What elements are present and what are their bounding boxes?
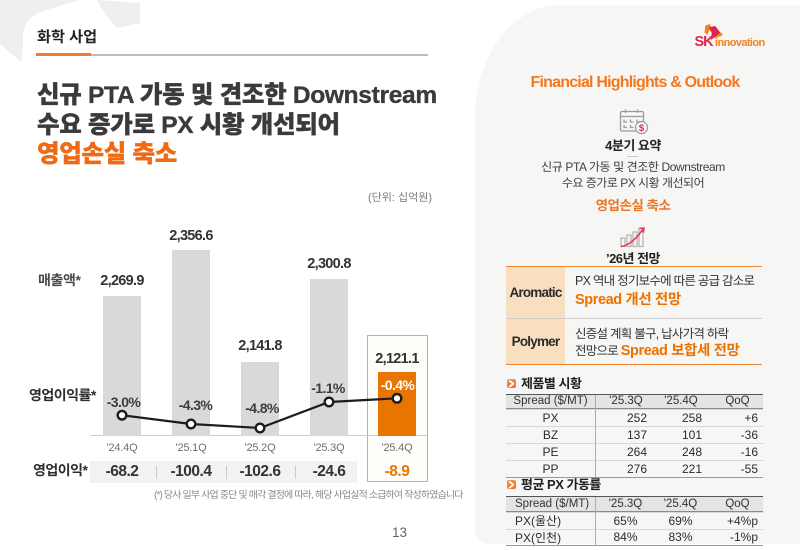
svg-text:$: $ [639,123,645,134]
